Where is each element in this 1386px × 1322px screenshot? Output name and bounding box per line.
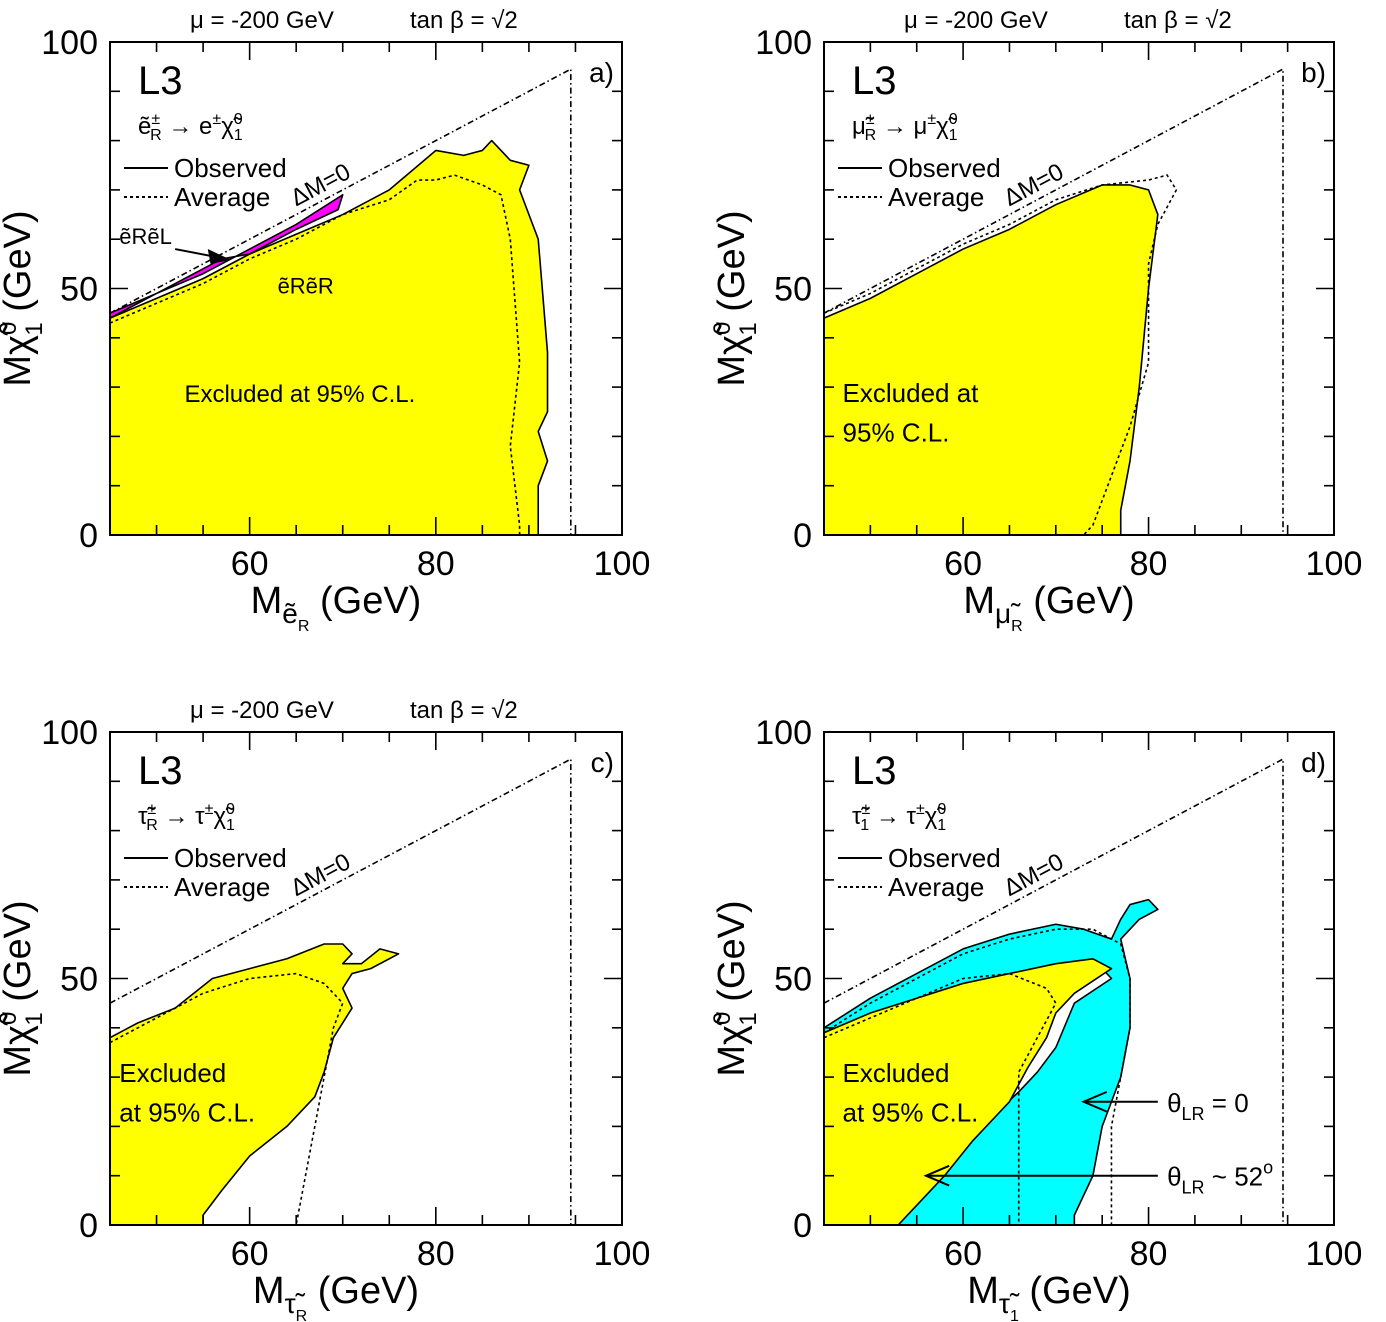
excluded-label: Excluded at xyxy=(843,378,980,408)
x-axis-label: Mμ̃R (GeV) xyxy=(963,580,1134,635)
y-axis-label: Mχ̃01 (GeV) xyxy=(0,210,48,386)
header-mu: μ = -200 GeV xyxy=(904,7,1048,34)
y-tick-label: 50 xyxy=(60,271,98,309)
x-axis-label: Mτ̃R (GeV) xyxy=(253,1270,419,1322)
x-tick-label: 80 xyxy=(1130,545,1168,583)
excluded-region-average xyxy=(824,174,1178,535)
region-label-erel: ẽRẽL xyxy=(119,224,172,249)
excluded-label: Excluded xyxy=(119,1058,226,1088)
legend-observed: Observed xyxy=(888,843,1001,873)
x-axis-label: MẽR (GeV) xyxy=(251,580,422,635)
y-tick-label: 100 xyxy=(41,24,98,62)
x-tick-label: 100 xyxy=(1306,545,1363,583)
arrow-head xyxy=(1081,1090,1108,1113)
y-axis-label: Mχ̃01 (GeV) xyxy=(709,900,762,1076)
process-label: τ̃± 1 → τ±χ̃0 1 xyxy=(852,801,946,834)
plot-area xyxy=(824,67,1284,535)
plot-area xyxy=(110,757,572,1225)
experiment-label: L3 xyxy=(138,749,183,793)
x-tick-label: 60 xyxy=(231,545,269,583)
x-tick-label: 100 xyxy=(1306,1235,1363,1273)
theta-lr-0-label: θLR = 0 xyxy=(1167,1088,1249,1124)
x-tick-label: 80 xyxy=(417,545,455,583)
y-tick-label: 0 xyxy=(793,1207,812,1245)
excluded-region-observed xyxy=(824,957,1113,1225)
panel-label: a) xyxy=(589,57,614,88)
process-label: τ̃± R → τ±χ̃0 1 xyxy=(138,801,235,834)
y-tick-label: 0 xyxy=(793,517,812,555)
panel-label: c) xyxy=(591,747,614,778)
y-tick-label: 100 xyxy=(41,714,98,752)
x-tick-label: 80 xyxy=(417,1235,455,1273)
x-tick-label: 100 xyxy=(594,1235,651,1273)
delta-m-label: ΔM=0 xyxy=(286,158,355,212)
plot-area xyxy=(110,67,572,535)
y-tick-label: 0 xyxy=(79,517,98,555)
excluded-label: Excluded xyxy=(843,1058,950,1088)
header-tanb: tan β = √2 xyxy=(1124,7,1232,34)
region-label-erer: ẽRẽR xyxy=(278,273,334,298)
chart-panel-b: 60 80 100 0 50 100 Mμ̃R (GeV) Mχ̃01 (GeV) μ = -2… xyxy=(709,7,1362,635)
chart-panel-a: 60 80 100 0 50 100 MẽR (GeV) Mχ̃01 (GeV) μ = -20… xyxy=(0,7,650,635)
x-tick-label: 60 xyxy=(231,1235,269,1273)
x-tick-label: 60 xyxy=(944,545,982,583)
excluded-region-observed xyxy=(110,139,549,535)
excluded-label-2: 95% C.L. xyxy=(843,417,950,447)
x-tick-label: 80 xyxy=(1130,1235,1168,1273)
excluded-region-average xyxy=(824,928,1131,1225)
header-tanb: tan β = √2 xyxy=(410,697,518,724)
y-tick-label: 100 xyxy=(755,714,812,752)
excluded-region-observed xyxy=(110,194,344,319)
x-tick-label: 100 xyxy=(594,545,651,583)
y-tick-label: 0 xyxy=(79,1207,98,1245)
excluded-label-2: at 95% C.L. xyxy=(843,1097,979,1127)
legend-average: Average xyxy=(174,182,270,212)
x-axis-label: Mτ̃1 (GeV) xyxy=(967,1270,1131,1322)
header-mu: μ = -200 GeV xyxy=(190,7,334,34)
process-label: μ̃± R → μ±χ̃0 1 xyxy=(852,111,958,144)
panel-label: b) xyxy=(1301,57,1326,88)
delta-m-label: ΔM=0 xyxy=(286,848,355,902)
theta-lr-52-label: θLR ~ 52o xyxy=(1167,1158,1273,1198)
arrow-head xyxy=(207,249,232,264)
legend-observed: Observed xyxy=(174,153,287,183)
legend-average: Average xyxy=(174,872,270,902)
chart-panel-c: 60 80 100 0 50 100 Mτ̃R (GeV) Mχ̃01 (GeV) μ = -2… xyxy=(0,697,650,1322)
y-tick-label: 50 xyxy=(774,961,812,999)
y-axis-label: Mχ̃01 (GeV) xyxy=(0,900,48,1076)
legend-observed: Observed xyxy=(888,153,1001,183)
experiment-label: L3 xyxy=(138,59,183,103)
excluded-region-average xyxy=(110,972,344,1225)
experiment-label: L3 xyxy=(852,59,897,103)
excluded-region-average xyxy=(110,174,521,535)
x-tick-label: 60 xyxy=(944,1235,982,1273)
plot-area xyxy=(824,757,1284,1225)
header-mu: μ = -200 GeV xyxy=(190,697,334,724)
legend-observed: Observed xyxy=(174,843,287,873)
arrow-head xyxy=(923,1164,950,1187)
legend-average: Average xyxy=(888,182,984,212)
header-tanb: tan β = √2 xyxy=(410,7,518,34)
legend-average: Average xyxy=(888,872,984,902)
y-tick-label: 100 xyxy=(755,24,812,62)
experiment-label: L3 xyxy=(852,749,897,793)
excluded-region-observed xyxy=(110,943,400,1225)
chart-panel-d: 60 80 100 0 50 100 Mτ̃1 (GeV) Mχ̃01 (GeV) d) L3 τ̃… xyxy=(709,714,1362,1322)
excluded-label: Excluded at 95% C.L. xyxy=(184,381,415,408)
delta-m-label: ΔM=0 xyxy=(999,848,1068,902)
y-tick-label: 50 xyxy=(60,961,98,999)
process-label: ẽ± R → e±χ̃0 1 xyxy=(138,111,243,144)
y-tick-label: 50 xyxy=(774,271,812,309)
excluded-region-observed xyxy=(824,184,1159,535)
panel-label: d) xyxy=(1301,747,1326,778)
y-axis-label: Mχ̃01 (GeV) xyxy=(709,210,762,386)
excluded-label-2: at 95% C.L. xyxy=(119,1097,255,1127)
